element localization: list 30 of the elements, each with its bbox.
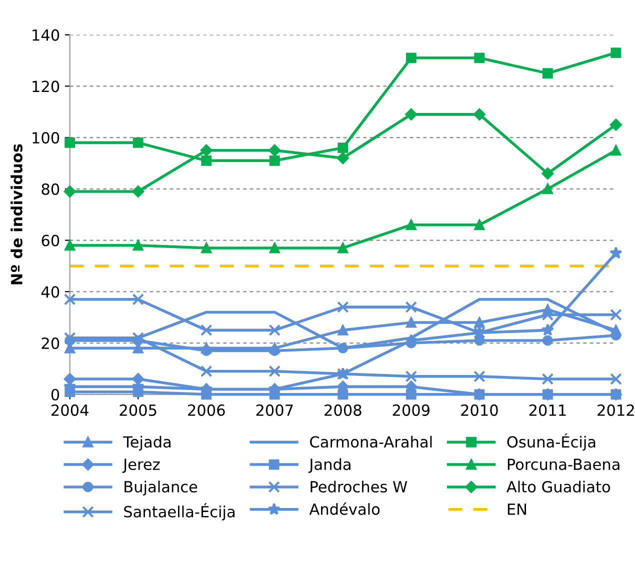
x-tick-label: 2007 — [256, 404, 293, 416]
y-axis-title: Nº de individuos — [10, 144, 22, 284]
x-tick-label: 2006 — [188, 404, 225, 416]
legend-label: Carmona-Arahal — [310, 436, 432, 448]
legend-label: Janda — [308, 458, 350, 473]
legend-label: Osuna-Écija — [507, 433, 596, 451]
y-tick-label: 40 — [41, 286, 60, 298]
legend-label: Jerez — [122, 458, 160, 473]
y-tick-label: 80 — [42, 183, 60, 195]
y-tick-label: 100 — [32, 132, 60, 144]
legend-label: Bujalance — [124, 480, 198, 496]
legend-label: Porcuna-Baena — [508, 458, 620, 470]
x-tick-label: 2008 — [324, 404, 362, 416]
y-tick-label: 0 — [51, 388, 60, 400]
x-tick-label: 2005 — [120, 404, 156, 416]
x-tick-label: 2009 — [392, 404, 430, 416]
x-tick-label: 2004 — [52, 404, 88, 416]
legend-label: EN — [508, 504, 526, 515]
legend-label: Alto Guadiato — [506, 480, 610, 493]
y-tick-label: 120 — [32, 80, 60, 92]
y-tick-label: 20 — [42, 337, 60, 350]
legend-label: Tejada — [123, 436, 171, 451]
y-tick-label: 60 — [42, 234, 60, 246]
legend-label: Santaella-Écija — [124, 503, 234, 520]
legend-label: Pedroches W — [310, 480, 408, 493]
x-tick-label: 2010 — [461, 404, 498, 416]
y-tick-label: 140 — [32, 29, 60, 41]
x-tick-label: 2012 — [598, 404, 634, 416]
x-tick-label: 2011 — [529, 404, 566, 416]
legend-label: Andévalo — [309, 502, 380, 515]
